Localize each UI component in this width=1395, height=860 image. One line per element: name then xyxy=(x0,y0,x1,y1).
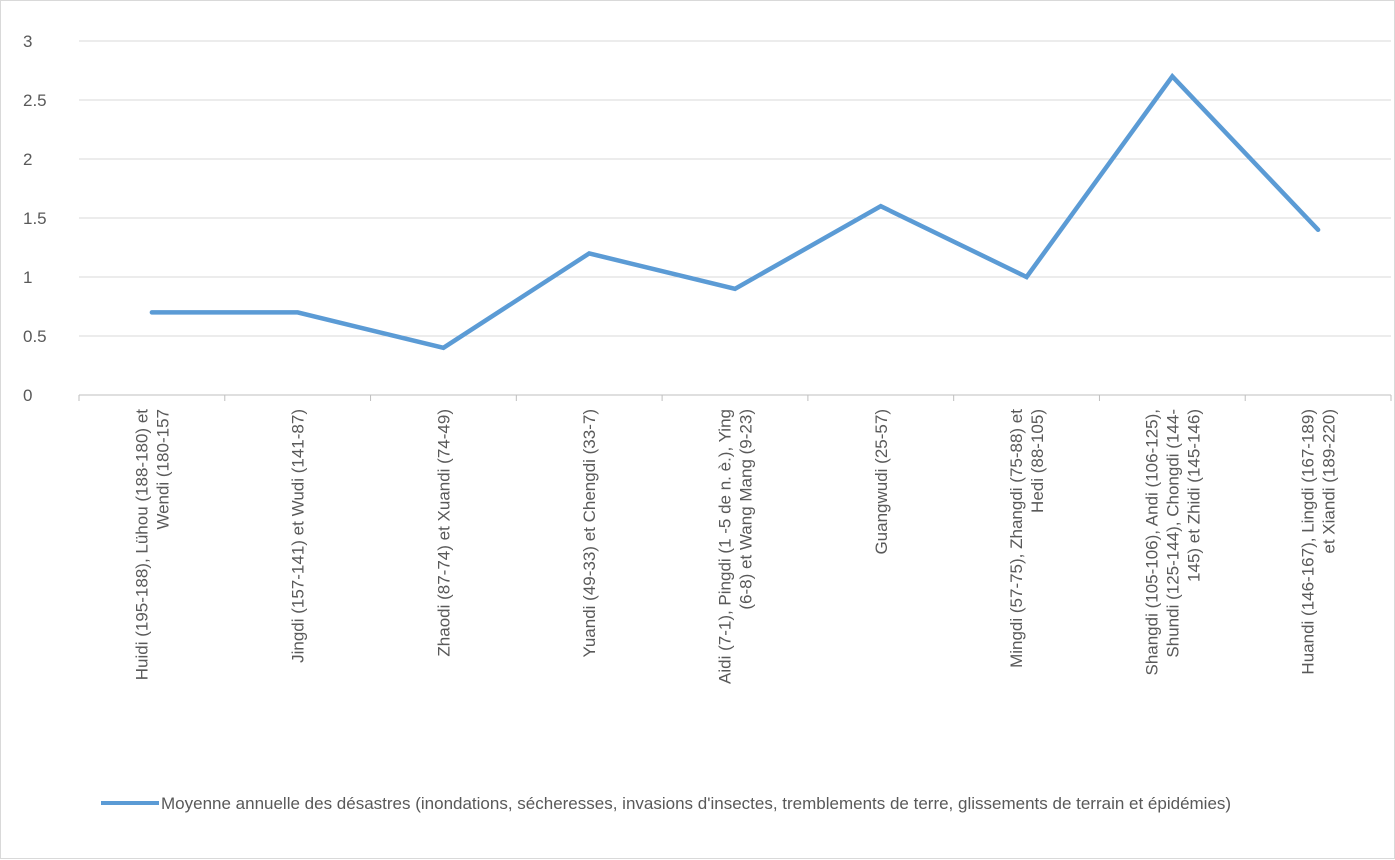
y-tick-label: 0 xyxy=(23,386,32,405)
y-tick-label: 1.5 xyxy=(23,209,47,228)
x-tick-label: Aidi (7-1), Pingdi (1 -5 de n. è.), Ying xyxy=(716,409,735,684)
x-tick-label: Shundi (125-144), Chongdi (144- xyxy=(1163,409,1182,658)
legend-swatch xyxy=(101,801,159,805)
x-tick-label: Huandi (146-167), Lingdi (167-189) xyxy=(1299,409,1318,675)
legend: Moyenne annuelle des désastres (inondati… xyxy=(101,791,1361,817)
y-tick-label: 3 xyxy=(23,32,32,51)
y-tick-label: 0.5 xyxy=(23,327,47,346)
x-tick-label: et Xiandi (189-220) xyxy=(1320,409,1339,554)
x-tick-label: Huidi (195-188), Lühou (188-180) et xyxy=(132,409,151,681)
legend-label: Moyenne annuelle des désastres (inondati… xyxy=(161,791,1231,817)
x-tick-label: Zhaodi (87-74) et Xuandi (74-49) xyxy=(434,409,453,657)
x-tick-label: Jingdi (157-141) et Wudi (141-87) xyxy=(289,409,308,663)
x-tick-label: Mingdi (57-75), Zhangdi (75-88) et xyxy=(1007,409,1026,668)
x-tick-label: Guangwudi (25-57) xyxy=(872,409,891,555)
y-tick-label: 2.5 xyxy=(23,91,47,110)
x-tick-label: Yuandi (49-33) et Chengdi (33-7) xyxy=(580,409,599,658)
y-tick-label: 1 xyxy=(23,268,32,287)
y-tick-label: 2 xyxy=(23,150,32,169)
x-tick-label: 145) et Zhidi (145-146) xyxy=(1184,409,1203,582)
x-tick-label: (6-8) et Wang Mang (9-23) xyxy=(737,409,756,610)
series-line xyxy=(152,76,1318,347)
x-tick-label: Wendi (180-157 xyxy=(153,409,172,530)
x-tick-label: Hedi (88-105) xyxy=(1028,409,1047,513)
x-tick-label: Shangdi (105-106), Andi (106-125), xyxy=(1142,409,1161,676)
